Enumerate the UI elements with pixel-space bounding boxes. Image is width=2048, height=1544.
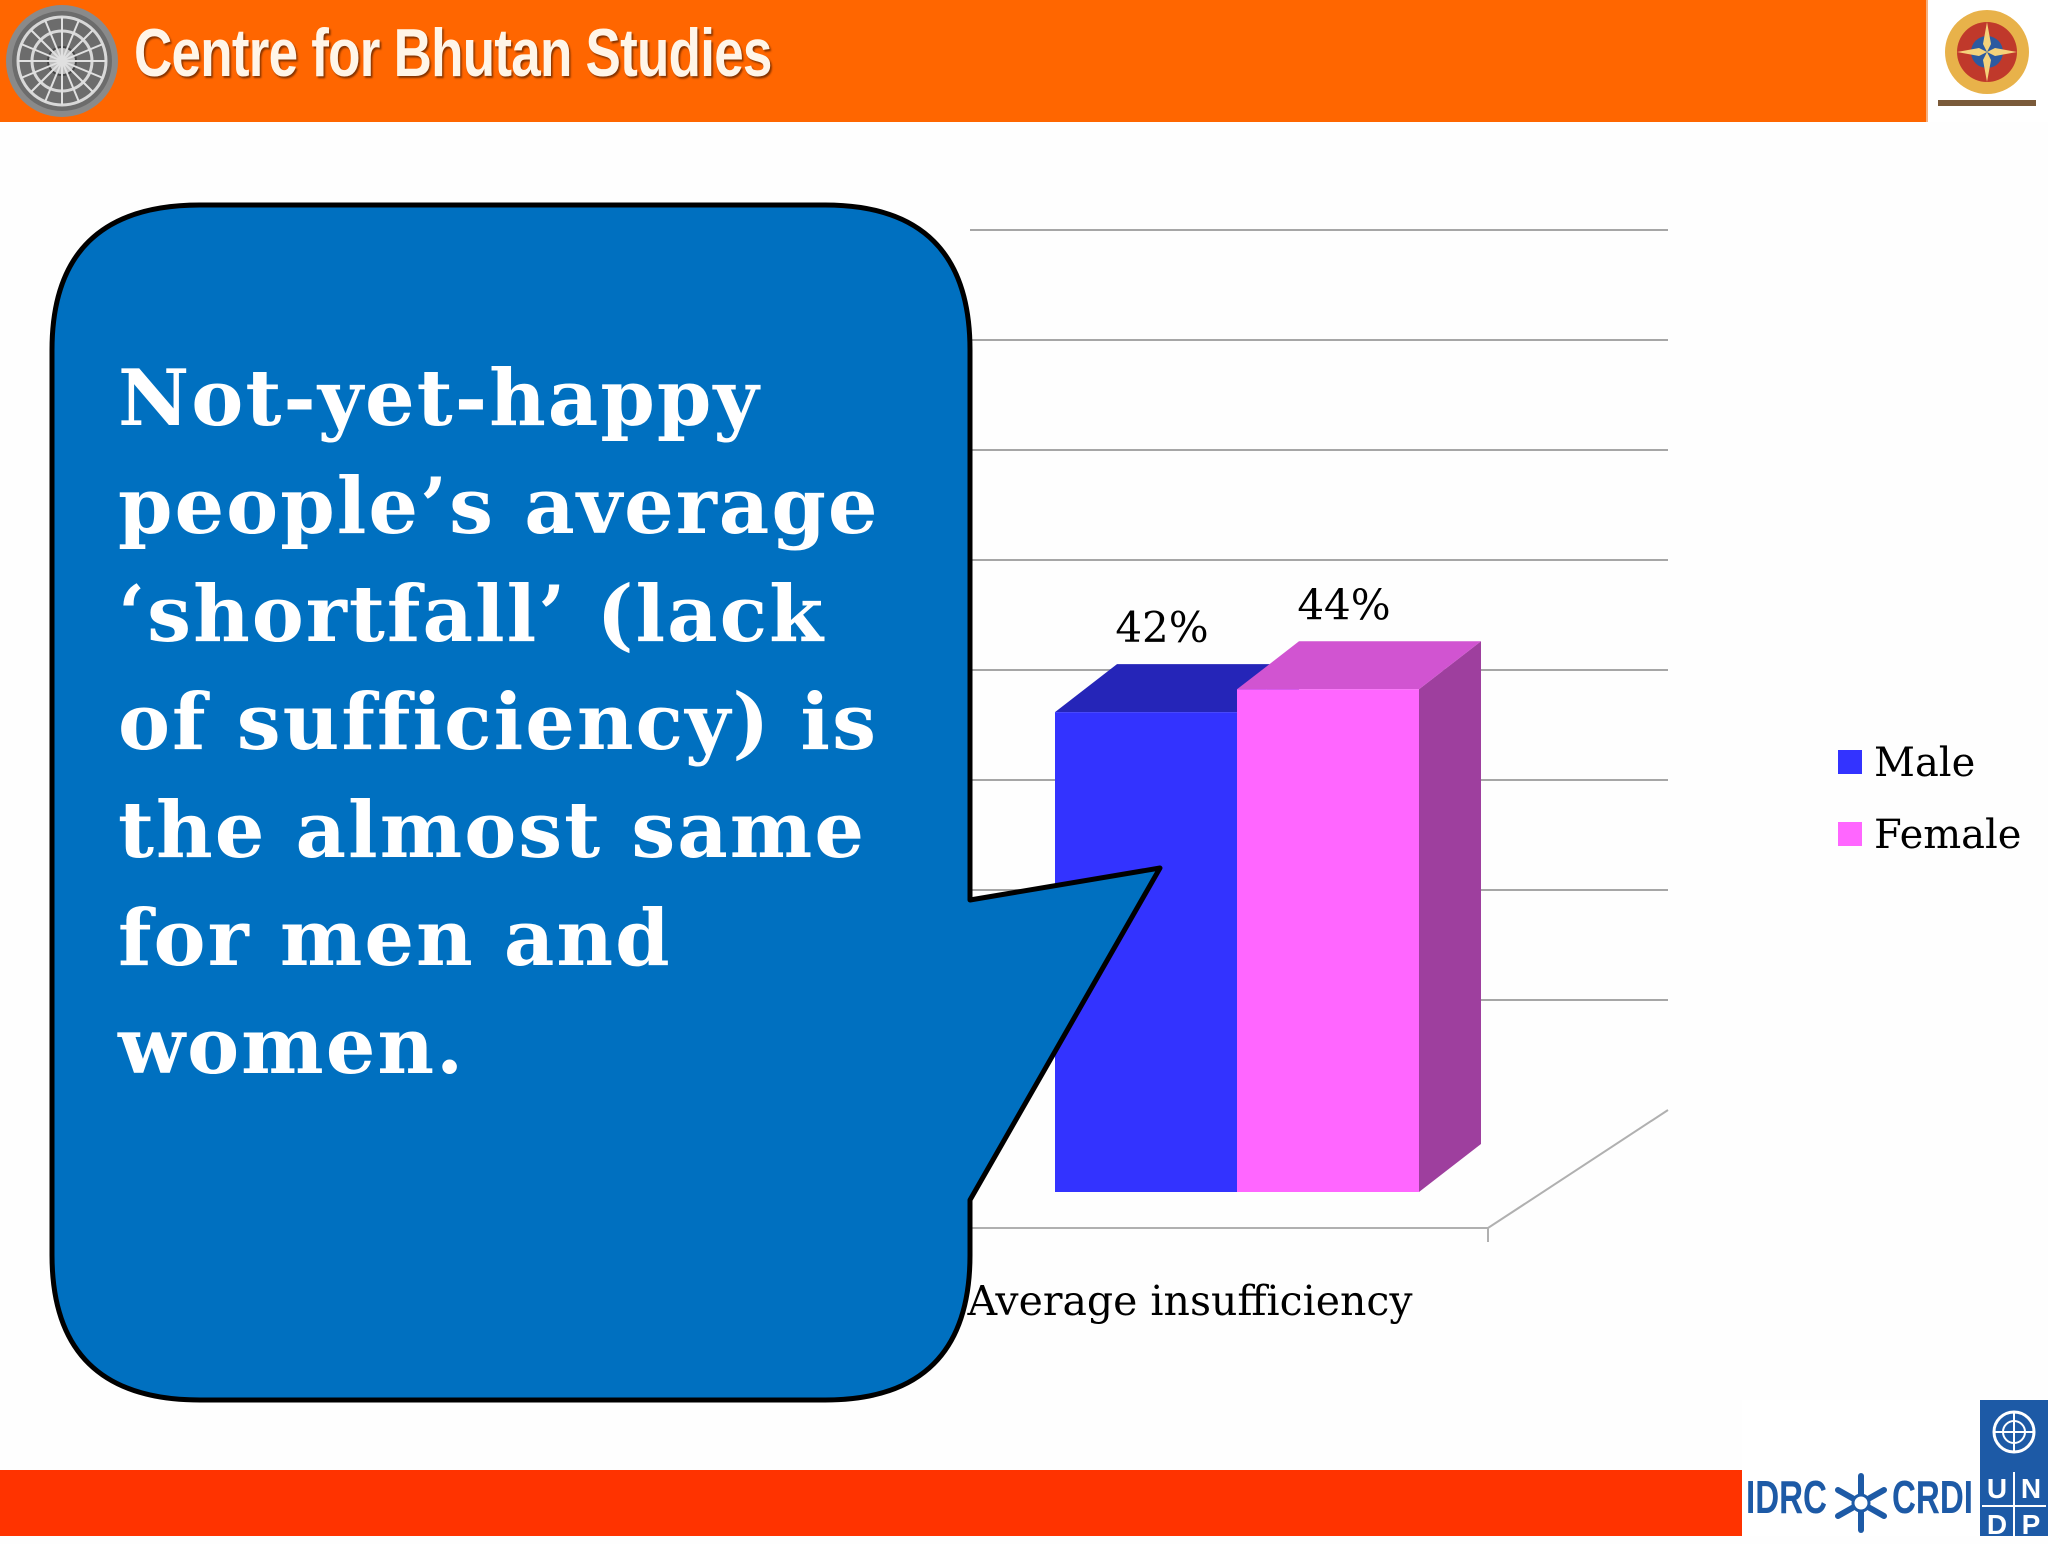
legend-label-male: Male [1874,740,1976,786]
callout-text: Not-yet-happy people’s average ‘shortfal… [118,353,880,1092]
bar-female [1237,689,1419,1192]
un-emblem-icon [1992,1410,2036,1454]
svg-text:U: U [1987,1473,2007,1504]
svg-text:D: D [1987,1509,2007,1540]
data-label-male: 42% [1115,603,1208,652]
chart-data-labels: 42% 44% [1115,580,1390,652]
legend-label-female: Female [1874,812,2022,858]
legend-swatch-male [1838,750,1862,774]
data-label-female: 44% [1297,580,1390,629]
svg-text:P: P [2022,1509,2041,1540]
idrc-star-icon [1835,1473,1887,1533]
crdi-logo-text: CRDI [1892,1471,1973,1523]
bar-side-female [1419,641,1481,1192]
svg-text:N: N [2021,1473,2041,1504]
idrc-logo-text: IDRC [1746,1471,1827,1523]
header-title: Centre for Bhutan Studies [134,15,772,91]
dharma-wheel-icon [6,5,118,117]
legend-swatch-female [1838,822,1862,846]
bar-top-female [1237,641,1481,690]
footer-bar [0,1470,1742,1536]
header-bar: Centre for Bhutan Studies [0,0,2048,122]
bhutan-emblem-icon [1926,0,2048,122]
x-category-label: Average insufficiency [966,1277,1413,1325]
chart-floor [910,1109,1669,1242]
